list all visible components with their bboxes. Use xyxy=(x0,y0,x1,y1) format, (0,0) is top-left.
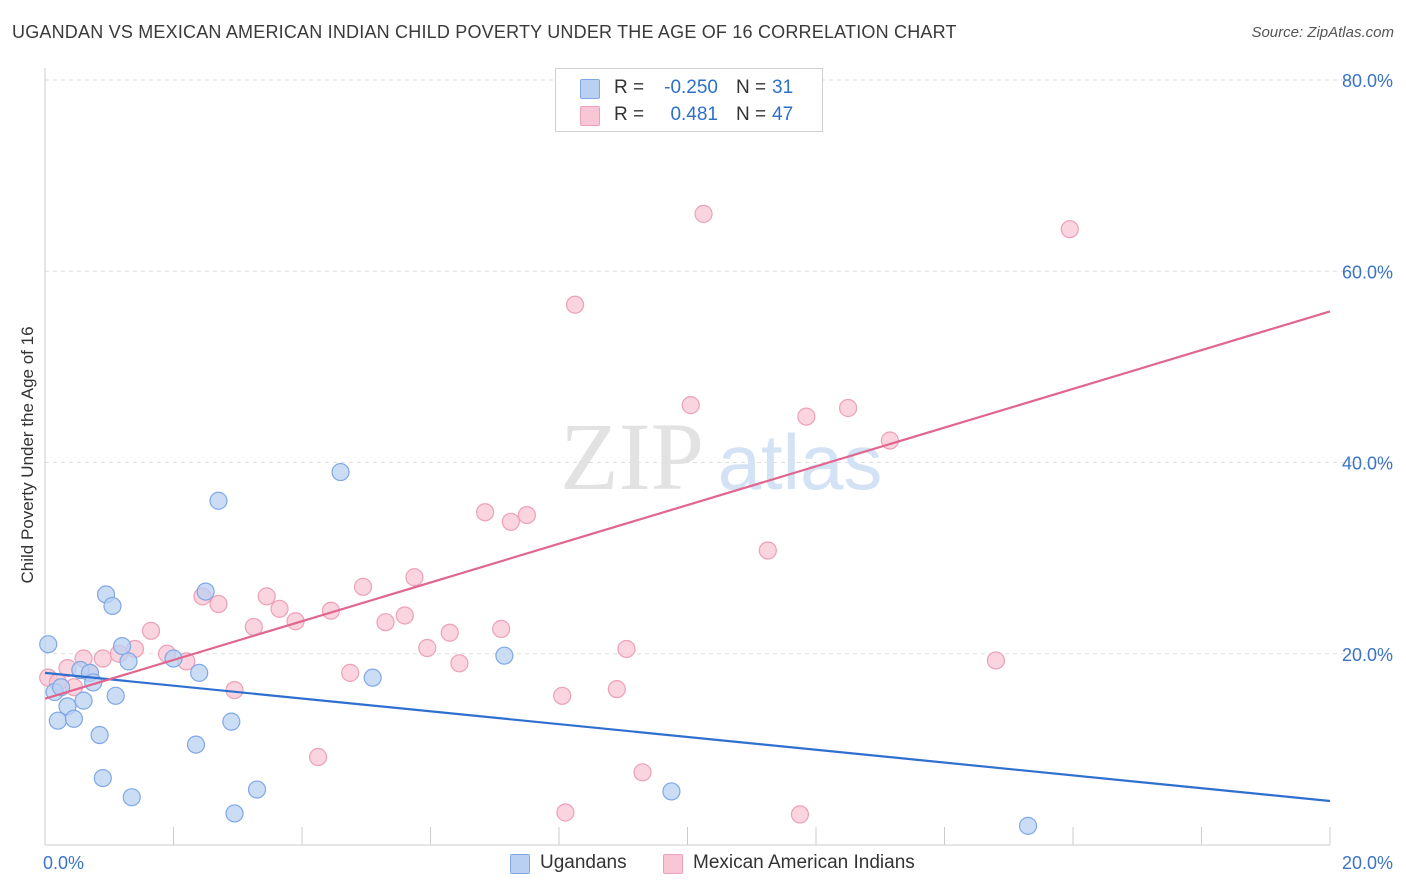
data-point xyxy=(225,804,244,823)
data-point xyxy=(331,462,350,482)
r-label: R = xyxy=(614,104,645,125)
axes xyxy=(44,68,1331,846)
data-point xyxy=(308,747,328,767)
series-legend: Ugandans Mexican American Indians xyxy=(0,852,1406,878)
data-point xyxy=(758,541,777,560)
data-point xyxy=(681,396,700,415)
data-point xyxy=(119,652,138,671)
data-point xyxy=(1060,220,1079,239)
data-point xyxy=(405,568,424,587)
data-point xyxy=(112,636,132,656)
r-label: R = xyxy=(614,77,645,98)
mexican-swatch xyxy=(580,106,600,126)
series-ugandans xyxy=(39,462,1038,835)
mexican-legend-label: Mexican American Indians xyxy=(693,852,915,873)
data-point xyxy=(122,788,141,807)
trend-lines xyxy=(44,310,1331,803)
tick-labels: 20.0% 40.0% 60.0% 80.0% 0.0% 20.0% xyxy=(43,71,1393,873)
data-point xyxy=(440,623,459,642)
data-point xyxy=(247,780,267,799)
data-point xyxy=(186,735,206,754)
chart-title: UGANDAN VS MEXICAN AMERICAN INDIAN CHILD… xyxy=(12,22,957,42)
data-point xyxy=(476,503,495,522)
data-point xyxy=(39,635,58,654)
y-tick-label: 20.0% xyxy=(1342,645,1393,665)
ugandans-legend-swatch xyxy=(510,854,530,874)
x-tick-label: 0.0% xyxy=(43,853,84,873)
y-tick-label: 40.0% xyxy=(1342,454,1393,474)
data-point xyxy=(363,668,382,687)
data-point xyxy=(103,596,122,616)
gridlines xyxy=(45,79,1392,655)
data-point xyxy=(450,654,469,673)
data-point xyxy=(607,680,626,699)
data-point xyxy=(492,619,511,638)
data-point xyxy=(986,651,1006,670)
data-point xyxy=(90,725,109,745)
data-point xyxy=(376,613,395,632)
data-point xyxy=(209,594,228,614)
data-point xyxy=(501,512,520,531)
data-point xyxy=(341,663,360,682)
data-point xyxy=(106,686,125,705)
data-point xyxy=(93,768,112,788)
data-point xyxy=(93,649,112,668)
x-tick-label: 20.0% xyxy=(1342,853,1393,873)
data-point xyxy=(395,606,414,625)
data-point xyxy=(556,803,575,822)
data-point xyxy=(64,709,84,728)
data-point xyxy=(662,782,681,801)
data-point xyxy=(418,638,437,658)
data-point xyxy=(141,621,161,640)
watermark-zip: ZIP xyxy=(560,403,704,510)
data-point xyxy=(257,587,276,606)
data-point xyxy=(48,711,67,730)
y-tick-label: 80.0% xyxy=(1342,71,1393,91)
n-label: N = xyxy=(736,77,767,98)
y-tick-label: 60.0% xyxy=(1342,262,1393,282)
ugandans-swatch xyxy=(580,79,600,99)
mexican-legend-swatch xyxy=(663,854,683,874)
data-point xyxy=(839,398,858,418)
ugandans-legend-label: Ugandans xyxy=(540,852,627,873)
data-point xyxy=(565,295,585,314)
r-value: 0.481 xyxy=(670,104,718,125)
data-point xyxy=(790,805,810,824)
n-label: N = xyxy=(736,104,767,125)
trend-line-mexican xyxy=(44,310,1331,700)
data-point xyxy=(1018,816,1038,835)
data-point xyxy=(74,691,93,710)
data-point xyxy=(270,599,289,618)
data-point xyxy=(190,663,209,682)
source-label: Source: ZipAtlas.com xyxy=(1251,24,1394,41)
n-value: 47 xyxy=(772,104,794,125)
data-point xyxy=(617,639,636,659)
r-value: -0.250 xyxy=(664,77,718,98)
data-point xyxy=(209,491,228,510)
watermark-atlas: atlas xyxy=(718,418,883,506)
data-point xyxy=(694,204,713,223)
trend-line-ugandans xyxy=(44,671,1331,803)
n-value: 31 xyxy=(772,77,794,98)
data-point xyxy=(222,712,241,731)
data-point xyxy=(633,763,652,782)
legend-row-ugandans: R = -0.250 N = 31 xyxy=(556,75,822,101)
data-point xyxy=(495,646,514,665)
series-mexican-american-indians xyxy=(39,204,1079,824)
data-point xyxy=(353,577,373,596)
legend-row-mexican: R = 0.481 N = 47 xyxy=(556,102,822,128)
data-point xyxy=(196,582,215,601)
correlation-legend: R = -0.250 N = 31 R = 0.481 N = 47 xyxy=(555,68,823,132)
data-point xyxy=(517,505,536,525)
data-point xyxy=(797,407,816,426)
data-point xyxy=(553,686,572,705)
